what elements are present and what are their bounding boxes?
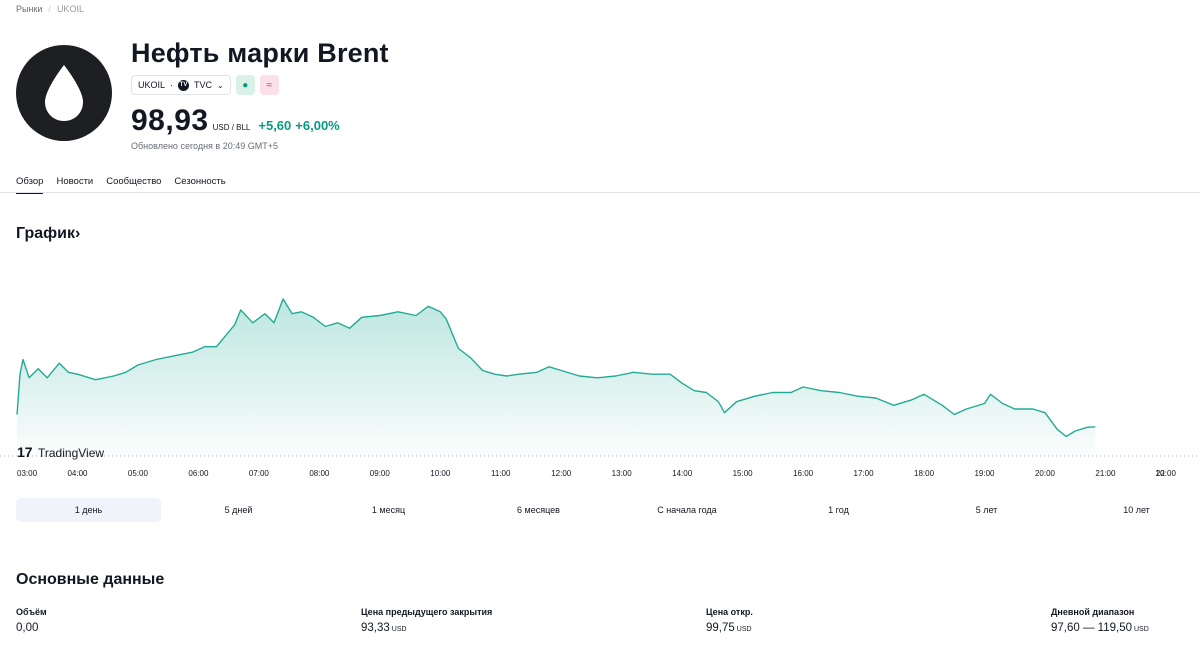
x-tick-label: 03:00 bbox=[17, 469, 38, 478]
price-change: +5,60 bbox=[258, 118, 292, 133]
cfd-badge[interactable]: ≈ bbox=[259, 75, 279, 95]
stat-label: Дневной диапазон bbox=[1051, 607, 1135, 617]
tradingview-watermark[interactable]: 17 TradingView bbox=[17, 444, 104, 460]
price-row: 98,93 USD / BLL +5,60 +6,00% bbox=[131, 104, 340, 138]
stat-day-range: Дневной диапазон 97,60 — 119,50 USD bbox=[1051, 607, 1149, 634]
x-tick-label: 07:00 bbox=[249, 469, 270, 478]
x-tick-label: 21:00 bbox=[1095, 469, 1116, 478]
tab-seasonality[interactable]: Сезонность bbox=[174, 176, 226, 187]
brent-oil-logo bbox=[16, 45, 112, 141]
last-price: 98,93 bbox=[131, 104, 209, 137]
chart-section-title-link[interactable]: График› bbox=[16, 225, 81, 242]
stat-prev-close: Цена предыдущего закрытия 93,33 USD bbox=[361, 607, 492, 634]
stat-value: 97,60 — 119,50 USD bbox=[1051, 622, 1149, 634]
timeframe-1y[interactable]: 1 год bbox=[828, 505, 849, 515]
breadcrumb-separator: / bbox=[48, 4, 51, 14]
x-tick-label: 10:00 bbox=[430, 469, 451, 478]
tradingview-logo-icon: TV bbox=[178, 79, 190, 91]
x-tick-label: 12:00 bbox=[551, 469, 572, 478]
symbol-separator: · bbox=[170, 80, 174, 90]
stat-label: Объём bbox=[16, 607, 47, 617]
breadcrumb: Рынки / UKOIL bbox=[16, 4, 84, 14]
tab-overview[interactable]: Обзор bbox=[16, 176, 44, 194]
x-tick-label: 08:00 bbox=[309, 469, 330, 478]
tradingview-label: TradingView bbox=[38, 446, 104, 460]
x-tick-label: 15:00 bbox=[733, 469, 754, 478]
tab-community[interactable]: Сообщество bbox=[106, 176, 162, 187]
price-line bbox=[16, 298, 1096, 438]
exchange-label: TVC bbox=[194, 80, 213, 90]
market-open-badge[interactable]: ● bbox=[235, 75, 255, 95]
key-data-title: Основные данные bbox=[16, 571, 165, 588]
x-tick-label: 16:00 bbox=[793, 469, 814, 478]
timeframe-1m[interactable]: 1 месяц bbox=[371, 505, 406, 515]
x-tick-label: 17:00 bbox=[854, 469, 875, 478]
timeframe-ytd[interactable]: С начала года bbox=[657, 505, 717, 515]
tabs-divider bbox=[0, 192, 1200, 193]
stat-value: 93,33 USD bbox=[361, 622, 407, 634]
timeframe-6m[interactable]: 6 месяцев bbox=[517, 505, 560, 515]
symbol-chips: UKOIL · TV TVC ⌄ ● ≈ bbox=[131, 75, 279, 95]
breadcrumb-markets-link[interactable]: Рынки bbox=[16, 4, 43, 14]
x-tick-label: 05:00 bbox=[128, 469, 149, 478]
x-tick-label: 20:00 bbox=[1035, 469, 1056, 478]
symbol-tabs: Обзор Новости Сообщество Сезонность bbox=[16, 176, 226, 194]
x-tick-label: 09:00 bbox=[370, 469, 391, 478]
price-chart[interactable]: 17 TradingView 03:00 04:00 05:00 06:00 07:00… bbox=[0, 260, 1200, 486]
breadcrumb-current: UKOIL bbox=[56, 4, 84, 14]
chevron-down-icon: ⌄ bbox=[217, 80, 224, 90]
stat-label: Цена предыдущего закрытия bbox=[361, 607, 493, 617]
last-updated-text: Обновлено сегодня в 20:49 GMT+5 bbox=[131, 141, 278, 151]
x-tick-label: 11:00 bbox=[491, 469, 511, 478]
x-tick-label: 10 bbox=[1156, 469, 1165, 478]
price-unit: USD / BLL bbox=[212, 123, 251, 132]
timeframe-5y[interactable]: 5 лет bbox=[975, 505, 998, 515]
timeframe-10y[interactable]: 10 лет bbox=[1123, 505, 1150, 515]
symbol-label: UKOIL bbox=[138, 80, 166, 90]
x-axis-ticks: 03:00 04:00 05:00 06:00 07:00 08:00 09:00 10:00… bbox=[17, 469, 1177, 478]
x-tick-label: 18:00 bbox=[914, 469, 935, 478]
oil-drop-icon bbox=[45, 65, 83, 121]
x-tick-label: 13:00 bbox=[612, 469, 633, 478]
tab-news[interactable]: Новости bbox=[56, 176, 94, 187]
timeframe-5d[interactable]: 5 дней bbox=[224, 505, 253, 515]
page-title: Нефть марки Brent bbox=[131, 38, 389, 68]
timeframe-1d[interactable]: 1 день bbox=[16, 498, 161, 522]
x-tick-label: 14:00 bbox=[672, 469, 693, 478]
x-tick-label: 19:00 bbox=[974, 469, 995, 478]
stat-label: Цена откр. bbox=[706, 607, 753, 617]
stat-open: Цена откр. 99,75 USD bbox=[706, 607, 753, 634]
x-tick-label: 06:00 bbox=[188, 469, 209, 478]
x-tick-label: 04:00 bbox=[67, 469, 88, 478]
x-tick-label: 22:00 bbox=[1156, 469, 1177, 478]
symbol-exchange-selector[interactable]: UKOIL · TV TVC ⌄ bbox=[131, 75, 231, 95]
timeframe-selector: 1 день 5 дней 1 месяц 6 месяцев С начала… bbox=[16, 498, 1200, 522]
price-change-percent: +6,00% bbox=[295, 118, 340, 133]
stat-value: 0,00 bbox=[16, 622, 39, 634]
stat-volume: Объём 0,00 bbox=[16, 607, 47, 634]
tradingview-logo-icon: 17 bbox=[17, 444, 33, 460]
price-area-fill bbox=[17, 299, 1096, 456]
stat-value: 99,75 USD bbox=[706, 622, 752, 634]
